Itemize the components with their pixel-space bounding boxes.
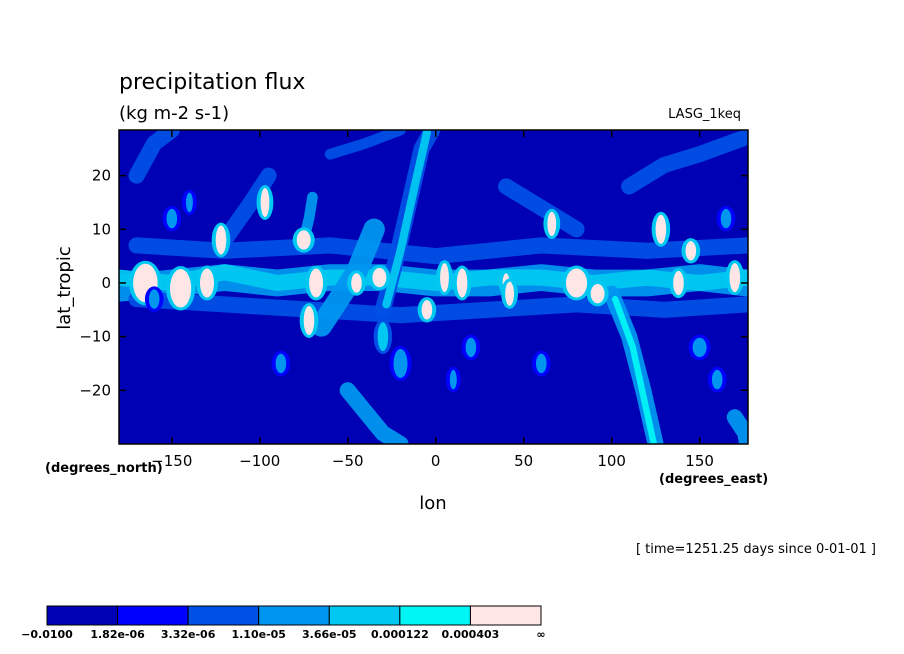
precip-cell <box>673 270 684 296</box>
colorbar-swatch <box>399 605 471 626</box>
precip-cell <box>685 241 697 261</box>
precipitation-field <box>119 130 748 444</box>
x-tick-label: −150 <box>151 452 192 470</box>
x-tick-label: 100 <box>597 452 626 470</box>
precip-cell <box>351 273 362 293</box>
dataset-label: LASG_1keq <box>668 107 741 122</box>
precip-cell <box>303 306 315 335</box>
precip-cell <box>393 349 408 378</box>
y-tick-label: −10 <box>79 328 111 346</box>
precip-band <box>612 295 658 444</box>
colorbar-swatch <box>469 605 542 626</box>
x-units-label: (degrees_east) <box>659 472 768 487</box>
precip-band <box>324 130 406 160</box>
precip-cell <box>309 268 324 298</box>
precip-band <box>119 264 748 292</box>
x-tick-label: 150 <box>685 452 714 470</box>
precip-cell <box>185 192 193 213</box>
colorbar-label: 0.000122 <box>371 628 429 641</box>
chart-units: (kg m-2 s-1) <box>119 103 229 124</box>
precip-cell <box>372 267 387 288</box>
precip-cell <box>296 230 311 250</box>
precip-cell <box>465 337 477 358</box>
precip-cell <box>456 268 468 298</box>
x-tick-label: 50 <box>514 452 533 470</box>
colorbar-label: 3.32e-06 <box>161 628 216 641</box>
precip-cell <box>377 322 389 352</box>
x-tick-label: −100 <box>239 452 280 470</box>
precip-cell <box>720 208 732 229</box>
colorbar-swatch <box>117 605 189 626</box>
precip-band <box>216 167 277 249</box>
precip-cell <box>449 369 457 390</box>
precip-cell <box>170 269 192 308</box>
precip-band <box>128 291 748 324</box>
precip-band <box>382 130 431 309</box>
y-tick-label: 10 <box>92 220 111 238</box>
precip-cell <box>692 337 707 358</box>
colorbar-label: 1.82e-06 <box>90 628 145 641</box>
precip-band <box>726 409 748 444</box>
precip-cell <box>505 281 514 306</box>
time-label: [ time=1251.25 days since 0-01-01 ] <box>636 542 876 557</box>
colorbar-label: 3.66e-05 <box>302 628 356 641</box>
y-tick-label: 0 <box>101 274 111 292</box>
precip-cell <box>148 289 160 309</box>
y-tick-label: −20 <box>79 381 111 399</box>
precip-band <box>621 130 748 195</box>
precip-cell <box>565 268 588 298</box>
y-axis-ticks: −20 −10 0 10 20 <box>79 167 748 399</box>
x-tick-label: 0 <box>431 452 441 470</box>
precip-band <box>339 382 409 444</box>
colorbar-swatch <box>46 605 119 626</box>
precip-cell <box>729 263 741 293</box>
precip-cell <box>547 211 557 236</box>
precip-cell <box>166 208 178 229</box>
plot-frame <box>118 129 749 445</box>
precip-band <box>498 178 585 238</box>
x-axis-label: lon <box>419 493 446 514</box>
y-units-label: (degrees_north) <box>45 461 163 476</box>
colorbar-swatch <box>328 605 401 626</box>
precip-cell <box>200 268 214 298</box>
precip-cell <box>440 263 449 293</box>
colorbar-label: 0.000403 <box>442 628 500 641</box>
colorbar-label: ∞ <box>536 628 545 641</box>
y-tick-label: 20 <box>92 167 111 185</box>
precip-cell <box>536 353 547 374</box>
precip-cell <box>421 300 433 320</box>
chart-title: precipitation flux <box>119 70 305 95</box>
precip-cell <box>275 353 287 374</box>
precip-cell <box>215 225 227 255</box>
x-tick-label: −50 <box>332 452 364 470</box>
precip-cell <box>711 369 723 390</box>
colorbar-swatch <box>187 605 260 626</box>
precip-cell <box>260 188 270 217</box>
precip-cell <box>655 214 667 244</box>
x-axis-ticks: −150 −100 −50 0 50 100 150 <box>151 130 714 470</box>
colorbar-label: −0.0100 <box>21 628 73 641</box>
colorbar: −0.0100 1.82e-06 3.32e-06 1.10e-05 3.66e-05 0… <box>21 605 546 641</box>
precip-band <box>128 130 180 184</box>
colorbar-swatch <box>258 605 330 626</box>
precip-cell <box>590 284 605 304</box>
colorbar-label: 1.10e-05 <box>231 628 285 641</box>
y-axis-label: lat_tropic <box>54 246 75 330</box>
